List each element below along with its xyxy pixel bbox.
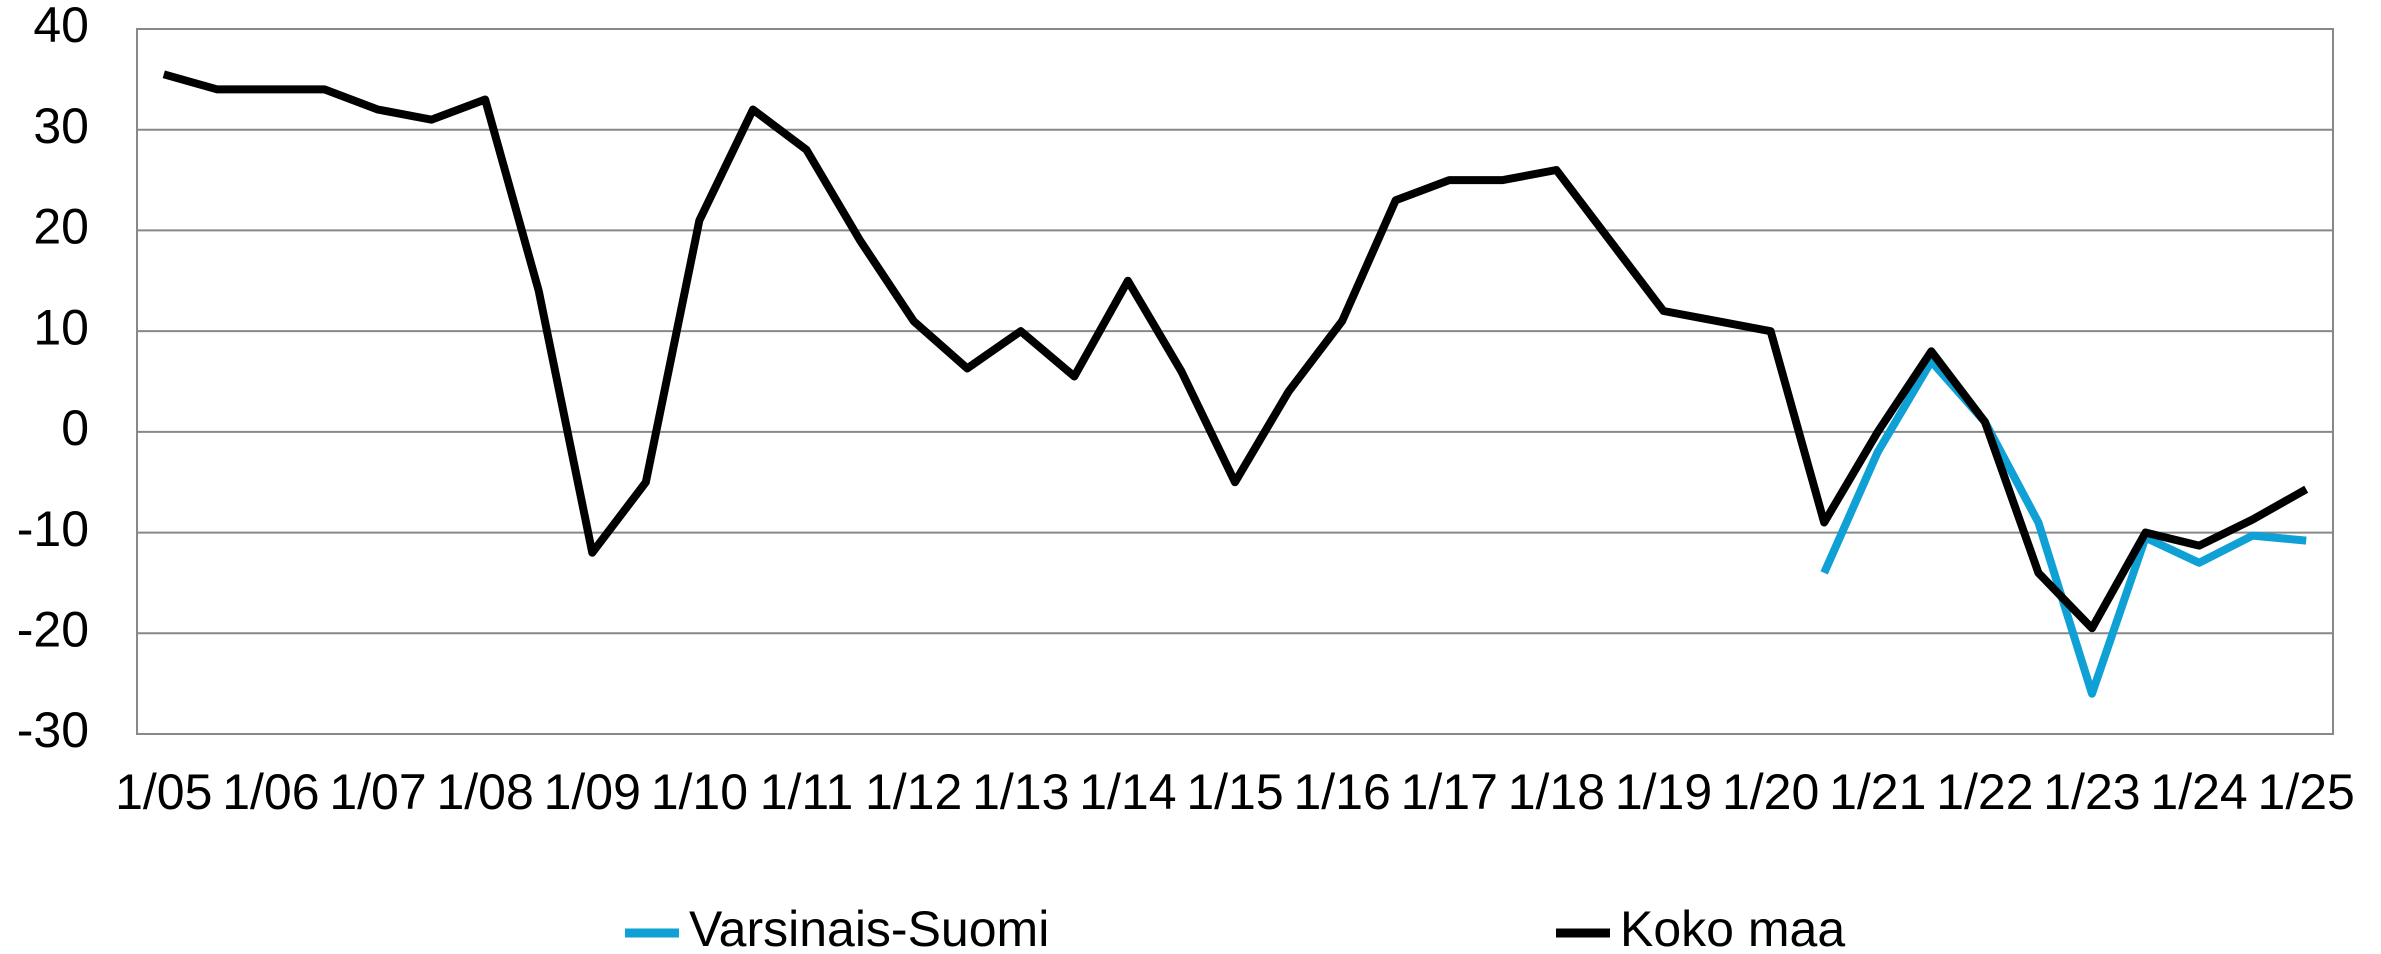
line-series xyxy=(162,70,2309,633)
x-tick-label: 1/24 xyxy=(2150,764,2247,820)
y-tick-label: -10 xyxy=(17,501,89,557)
x-tick-label: 1/12 xyxy=(865,764,962,820)
x-tick-label: 1/09 xyxy=(544,764,641,820)
y-tick-label: 20 xyxy=(33,199,89,255)
x-tick-label: 1/22 xyxy=(1936,764,2033,820)
y-tick-label: -20 xyxy=(17,601,89,657)
x-tick-label: 1/05 xyxy=(115,764,212,820)
x-tick-label: 1/07 xyxy=(329,764,426,820)
y-tick-label: 30 xyxy=(33,98,89,154)
y-tick-label: 40 xyxy=(33,0,89,53)
x-tick-label: 1/15 xyxy=(1186,764,1283,820)
x-tick-label: 1/17 xyxy=(1401,764,1498,820)
legend-label: Varsinais-Suomi xyxy=(689,901,1049,954)
x-tick-label: 1/11 xyxy=(760,764,854,820)
x-tick-label: 1/16 xyxy=(1293,764,1390,820)
y-tick-label: 0 xyxy=(61,400,89,456)
x-tick-label: 1/19 xyxy=(1615,764,1712,820)
x-tick-label: 1/14 xyxy=(1079,764,1176,820)
x-tick-label: 1/13 xyxy=(972,764,1069,820)
y-tick-label: -30 xyxy=(17,702,89,758)
x-tick-label: 1/10 xyxy=(651,764,748,820)
x-tick-label: 1/18 xyxy=(1508,764,1605,820)
x-tick-label: 1/20 xyxy=(1722,764,1819,820)
x-tick-label: 1/21 xyxy=(1829,764,1926,820)
x-tick-label: 1/06 xyxy=(222,764,319,820)
x-tick-label: 1/25 xyxy=(2258,764,2355,820)
x-tick-label: 1/23 xyxy=(2043,764,2140,820)
y-tick-label: 10 xyxy=(33,299,89,355)
x-tick-label: 1/08 xyxy=(436,764,533,820)
line-series xyxy=(1820,357,2307,698)
legend-label: Koko maa xyxy=(1620,901,1845,954)
plot-border xyxy=(136,28,2334,735)
